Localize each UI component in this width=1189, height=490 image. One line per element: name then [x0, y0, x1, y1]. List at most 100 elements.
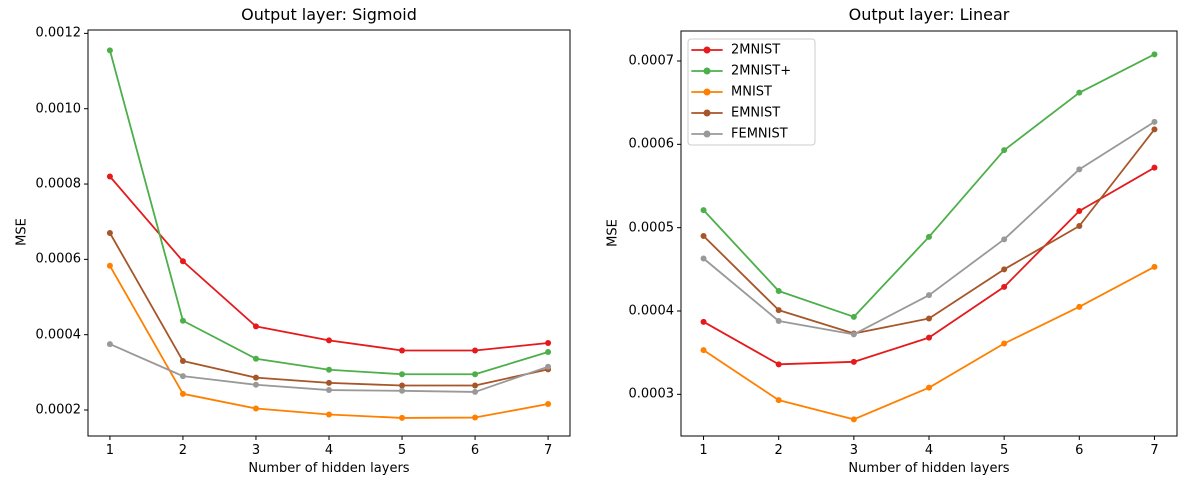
legend-entry-femnist: FEMNIST — [691, 127, 788, 142]
data-point-marker — [1151, 51, 1158, 58]
sigmoid-chart-title: Output layer: Sigmoid — [241, 5, 417, 24]
data-point-marker — [775, 288, 782, 294]
series-mnist-chart-1 — [700, 263, 1158, 423]
y-tick-label: 0.0008 — [35, 176, 82, 192]
data-point-marker — [1001, 236, 1008, 243]
data-point-marker — [1151, 263, 1158, 270]
series-line — [702, 265, 1156, 421]
x-tick-label: 2 — [178, 443, 188, 458]
x-tick-label: 7 — [1150, 443, 1159, 458]
data-point-marker — [850, 358, 857, 365]
legend-label: EMNIST — [731, 106, 780, 121]
x-tick-label: 6 — [470, 443, 480, 458]
y-tick-label: 0.0003 — [628, 386, 675, 402]
data-point-marker — [926, 315, 932, 322]
y-tick-label: 0.0004 — [35, 327, 82, 343]
data-point-marker — [926, 292, 932, 299]
legend-marker — [703, 130, 711, 138]
data-point-marker — [1076, 89, 1083, 96]
data-point-marker — [700, 233, 707, 239]
data-point-marker — [106, 47, 113, 54]
data-point-marker — [179, 258, 186, 265]
data-point-marker — [700, 207, 707, 214]
legend-marker — [703, 67, 711, 75]
data-point-marker — [775, 361, 782, 368]
data-point-marker — [850, 313, 857, 320]
y-tick-label: 0.0002 — [35, 402, 82, 418]
data-point-marker — [399, 347, 406, 354]
legend-marker — [703, 46, 711, 54]
data-point-marker — [926, 233, 932, 240]
data-point-marker — [545, 339, 552, 346]
data-point-marker — [106, 173, 113, 180]
data-point-marker — [472, 371, 479, 378]
data-point-marker — [545, 400, 552, 407]
data-point-marker — [1001, 147, 1008, 154]
x-tick-label: 2 — [774, 443, 783, 458]
data-point-marker — [926, 384, 932, 391]
series-line — [109, 232, 549, 387]
data-point-marker — [700, 347, 707, 354]
series-line — [109, 175, 549, 352]
data-point-marker — [399, 414, 406, 421]
legend-marker — [703, 88, 711, 96]
data-point-marker — [106, 230, 113, 236]
data-point-marker — [850, 416, 857, 423]
series-femnist-chart-1 — [700, 118, 1158, 338]
data-point-marker — [1001, 283, 1008, 290]
legend-label: FEMNIST — [731, 127, 788, 142]
legend-label: MNIST — [731, 85, 772, 100]
data-point-marker — [106, 262, 113, 269]
legend-entry-emnist: EMNIST — [691, 106, 780, 121]
x-tick-label: 1 — [105, 443, 115, 458]
x-tick-label: 7 — [543, 443, 553, 458]
series-2mnist-chart-0 — [106, 173, 552, 354]
x-tick-label: 1 — [699, 443, 708, 458]
data-point-marker — [252, 374, 259, 381]
data-point-marker — [545, 349, 552, 356]
data-point-marker — [472, 382, 479, 389]
series-emnist-chart-0 — [106, 230, 552, 389]
legend-label: 2MNIST — [731, 43, 780, 58]
data-point-marker — [326, 387, 332, 394]
series-line — [109, 49, 549, 376]
series-femnist-chart-0 — [106, 341, 552, 395]
data-point-marker — [326, 411, 332, 418]
y-tick-label: 0.0012 — [35, 25, 82, 41]
data-point-marker — [700, 255, 707, 262]
data-point-marker — [1076, 303, 1083, 310]
data-point-marker — [700, 318, 707, 325]
linear-chart-title: Output layer: Linear — [848, 5, 1010, 24]
legend-entry-2mnist: 2MNIST+ — [691, 64, 791, 79]
series-2mnist-chart-1 — [700, 51, 1158, 320]
data-point-marker — [179, 317, 186, 324]
series-emnist-chart-1 — [700, 126, 1158, 337]
legend-entry-mnist: MNIST — [691, 85, 772, 100]
data-point-marker — [1076, 208, 1083, 214]
legend: 2MNIST 2MNIST+ MNIST EMNIST FEMNIST — [687, 38, 816, 146]
legend-box — [687, 38, 816, 146]
data-point-marker — [1151, 126, 1158, 133]
data-point-marker — [179, 390, 186, 397]
data-point-marker — [926, 334, 932, 341]
axes-frame-0 — [87, 29, 571, 437]
x-tick-label: 6 — [1075, 443, 1084, 458]
sigmoid-x-axis-label: Number of hidden layers — [248, 461, 410, 476]
linear-y-axis-label: MSE — [605, 219, 621, 247]
y-tick-label: 0.0010 — [35, 101, 82, 117]
data-point-marker — [399, 371, 406, 378]
x-tick-label: 3 — [251, 443, 261, 458]
y-tick-label: 0.0007 — [628, 53, 675, 69]
data-point-marker — [252, 323, 259, 330]
data-point-marker — [252, 355, 259, 362]
x-tick-label: 4 — [324, 443, 334, 458]
data-point-marker — [179, 373, 186, 380]
data-point-marker — [472, 414, 479, 421]
data-point-marker — [775, 397, 782, 404]
data-point-marker — [399, 387, 406, 394]
x-tick-label: 5 — [397, 443, 407, 458]
series-2mnist-chart-1 — [700, 164, 1158, 368]
data-point-marker — [472, 388, 479, 395]
linear-x-axis-label: Number of hidden layers — [848, 461, 1010, 476]
data-point-marker — [1151, 118, 1158, 125]
